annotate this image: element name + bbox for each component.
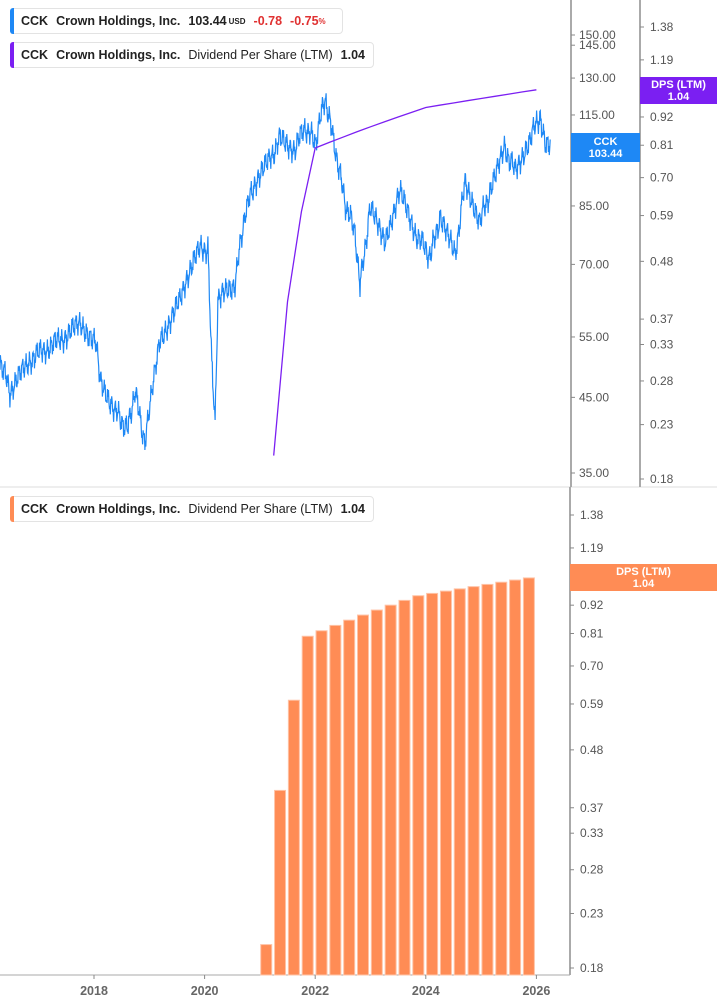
dps-bar — [509, 579, 522, 976]
dps-bottom-badge: DPS (LTM) 1.04 — [570, 564, 717, 591]
dps-tick-label: 0.48 — [650, 254, 674, 268]
dps-bar — [439, 590, 452, 976]
dps-bottom-tick-label: 0.28 — [580, 863, 604, 877]
price-badge-label: CCK — [593, 135, 618, 148]
dps-bottom-tick-label: 0.81 — [580, 626, 604, 640]
dps-tick-label: 0.28 — [650, 374, 674, 388]
x-tick-label: 2024 — [412, 984, 440, 998]
legend-dps-bottom[interactable]: CCK Crown Holdings, Inc. Dividend Per Sh… — [10, 496, 375, 522]
dps-bar — [357, 614, 369, 976]
legend-value: 1.04 — [340, 48, 366, 62]
dps-bar — [315, 630, 328, 976]
dps-bottom-tick-label: 0.18 — [580, 961, 604, 975]
dps-bar — [260, 944, 273, 976]
dps-bottom-tick-label: 0.33 — [580, 826, 604, 840]
price-badge: CCK 103.44 — [571, 133, 640, 162]
x-tick-label: 2022 — [301, 984, 329, 998]
dps-bar — [412, 595, 425, 976]
legend-metric: Dividend Per Share (LTM) — [188, 502, 333, 516]
legend-price[interactable]: CCK Crown Holdings, Inc. 103.44 USD -0.7… — [10, 8, 343, 34]
price-tick-label: 115.00 — [579, 108, 615, 122]
dps-tick-label: 0.70 — [650, 171, 674, 185]
dps-bar — [467, 586, 480, 976]
dps-tick-label: 0.59 — [650, 209, 674, 223]
dps-tick-label: 1.19 — [650, 53, 674, 67]
legend-change-pct: -0.75 — [290, 14, 319, 28]
price-tick-label: 150.00 — [579, 28, 616, 42]
dps-bar — [287, 699, 300, 976]
legend-change: -0.78 — [253, 14, 283, 28]
x-tick-label: 2020 — [191, 984, 219, 998]
dps-bottom-tick-label: 0.70 — [580, 659, 604, 673]
legend-currency: USD — [228, 16, 246, 26]
dps-bottom-tick-label: 1.19 — [580, 541, 604, 555]
dps-bar — [481, 583, 494, 976]
price-tick-label: 35.00 — [579, 466, 609, 480]
price-tick-label: 45.00 — [579, 390, 609, 404]
dps-bar — [301, 635, 314, 976]
price-tick-label: 70.00 — [579, 257, 609, 271]
legend-company: Crown Holdings, Inc. — [56, 48, 181, 62]
x-tick-label: 2026 — [522, 984, 550, 998]
dps-tick-label: 0.23 — [650, 418, 674, 432]
dps-line — [273, 89, 537, 456]
dps-bottom-tick-label: 0.92 — [580, 598, 604, 612]
legend-pct-sign: % — [318, 16, 326, 26]
legend-company: Crown Holdings, Inc. — [56, 502, 181, 516]
legend-price-value: 103.44 — [188, 14, 227, 28]
legend-dps-top[interactable]: CCK Crown Holdings, Inc. Dividend Per Sh… — [10, 42, 375, 68]
dps-bar — [370, 609, 383, 976]
dps-bottom-badge-value: 1.04 — [632, 577, 655, 590]
dps-tick-label: 1.38 — [650, 20, 674, 34]
dps-bottom-tick-label: 0.59 — [580, 697, 604, 711]
dps-tick-label: 0.33 — [650, 337, 674, 351]
dps-bar — [495, 581, 508, 976]
price-tick-label: 130.00 — [579, 71, 616, 85]
dps-badge-label: DPS (LTM) — [651, 78, 706, 91]
price-tick-label: 85.00 — [579, 199, 609, 213]
dps-tick-label: 0.37 — [650, 312, 674, 326]
price-tick-label: 55.00 — [579, 330, 609, 344]
price-badge-value: 103.44 — [588, 147, 623, 160]
dps-badge: DPS (LTM) 1.04 — [640, 77, 717, 104]
dps-bar — [453, 588, 466, 976]
dps-bar — [398, 599, 411, 976]
dps-badge-value: 1.04 — [667, 90, 690, 103]
dps-bottom-badge-label: DPS (LTM) — [616, 565, 671, 578]
price-line — [0, 93, 551, 451]
x-tick-label: 2018 — [80, 984, 108, 998]
legend-color-price — [10, 8, 14, 34]
dps-bar — [343, 619, 356, 976]
legend-metric: Dividend Per Share (LTM) — [188, 48, 333, 62]
legend-color-dps-bar — [10, 496, 14, 522]
legend-ticker: CCK — [21, 48, 49, 62]
dps-bottom-tick-label: 0.37 — [580, 801, 604, 815]
legend-ticker: CCK — [21, 502, 49, 516]
dps-bar — [426, 592, 439, 976]
dps-bottom-tick-label: 0.23 — [580, 906, 604, 920]
legend-color-dps — [10, 42, 14, 68]
dps-bar — [522, 577, 535, 976]
dps-bottom-tick-label: 1.38 — [580, 508, 604, 522]
legend-company: Crown Holdings, Inc. — [56, 14, 181, 28]
legend-ticker: CCK — [21, 14, 49, 28]
price-tick-label: 145.00 — [579, 38, 616, 52]
dps-tick-label: 0.81 — [650, 138, 674, 152]
dps-bar — [329, 624, 342, 976]
dps-tick-label: 0.92 — [650, 110, 674, 124]
dps-tick-label: 0.18 — [650, 472, 674, 486]
dps-bar — [274, 789, 287, 976]
dps-bar — [384, 604, 397, 976]
dps-bottom-tick-label: 0.48 — [580, 743, 604, 757]
legend-value: 1.04 — [340, 502, 366, 516]
